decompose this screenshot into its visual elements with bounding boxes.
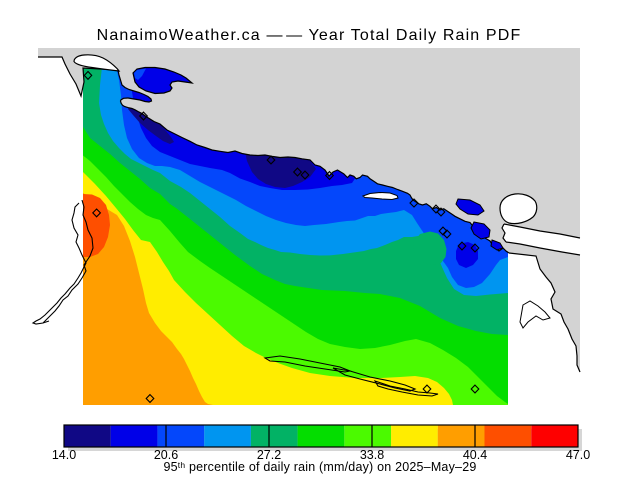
svg-text:14.0: 14.0 bbox=[52, 448, 76, 462]
svg-text:95th percentile of daily rain: 95th percentile of daily rain (mm/day) o… bbox=[163, 460, 476, 474]
svg-text:20.6: 20.6 bbox=[154, 448, 178, 462]
svg-text:NanaimoWeather.ca — — Year Tot: NanaimoWeather.ca — — Year Total Daily R… bbox=[97, 27, 522, 44]
svg-text:33.8: 33.8 bbox=[360, 448, 384, 462]
svg-text:27.2: 27.2 bbox=[257, 448, 281, 462]
svg-text:47.0: 47.0 bbox=[566, 448, 590, 462]
svg-text:40.4: 40.4 bbox=[463, 448, 487, 462]
